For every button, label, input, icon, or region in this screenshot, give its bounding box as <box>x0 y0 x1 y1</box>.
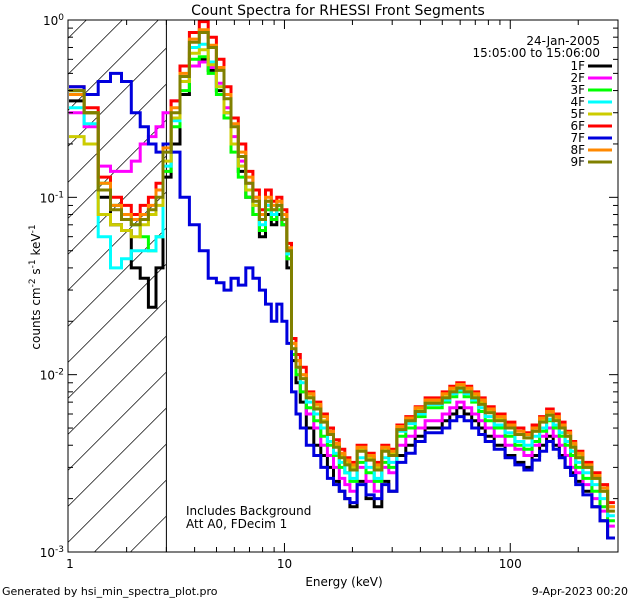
legend-label-3F: 3F <box>570 83 585 97</box>
hatch-line <box>67 119 167 219</box>
hatch-line <box>94 479 167 553</box>
series-layer <box>69 20 615 540</box>
x-axis-label: Energy (keV) <box>305 575 382 589</box>
hatch-line <box>67 443 167 543</box>
date-annotation: 24-Jan-2005 <box>526 34 600 48</box>
hatch-line <box>67 371 167 471</box>
y-tick-label: 10-1 <box>40 190 64 205</box>
legend-label-5F: 5F <box>570 107 585 121</box>
chart-title: Count Spectra for RHESSI Front Segments <box>191 3 485 19</box>
legend-label-1F: 1F <box>570 59 585 73</box>
hatch-line <box>67 19 123 75</box>
hatch-line <box>130 515 167 553</box>
legend-label-7F: 7F <box>570 131 585 145</box>
hatch-line <box>67 83 167 183</box>
axis-ticks: 1 10 100 100 10-1 10-2 10-3 <box>40 13 619 571</box>
y-tick-label: 10-3 <box>40 545 64 560</box>
hatch-line <box>67 335 167 435</box>
hatch-line <box>67 407 167 507</box>
series-7F-line <box>69 71 615 540</box>
hatch-line <box>67 47 167 147</box>
background-note: Includes Background <box>186 504 311 518</box>
footer-generated: Generated by hsi_min_spectra_plot.pro <box>2 585 218 598</box>
time-range-annotation: 15:05:00 to 15:06:00 <box>473 46 600 60</box>
hatch-line <box>67 19 159 111</box>
x-tick-label: 10 <box>277 557 292 571</box>
y-tick-label: 10-2 <box>40 368 64 383</box>
legend-label-8F: 8F <box>570 143 585 157</box>
legend-label-2F: 2F <box>570 71 585 85</box>
legend-label-4F: 4F <box>570 95 585 109</box>
attenuator-note: Att A0, FDecim 1 <box>186 517 287 531</box>
series-4F-line <box>69 42 615 518</box>
legend-label-6F: 6F <box>570 119 585 133</box>
x-tick-label: 1 <box>66 557 74 571</box>
footer-timestamp: 9-Apr-2023 00:20 <box>532 585 628 598</box>
hatch-line <box>67 299 167 399</box>
x-tick-label: 100 <box>499 557 522 571</box>
plot-frame <box>67 19 619 553</box>
legend-label-9F: 9F <box>570 155 585 169</box>
hatch-line <box>67 263 167 363</box>
hatch-line <box>67 19 87 39</box>
y-tick-label: 100 <box>43 13 64 28</box>
hatch-line <box>67 227 167 327</box>
series-9F-line <box>69 31 615 513</box>
y-axis-label: counts cm-2 s-1 keV-1 <box>28 224 43 349</box>
